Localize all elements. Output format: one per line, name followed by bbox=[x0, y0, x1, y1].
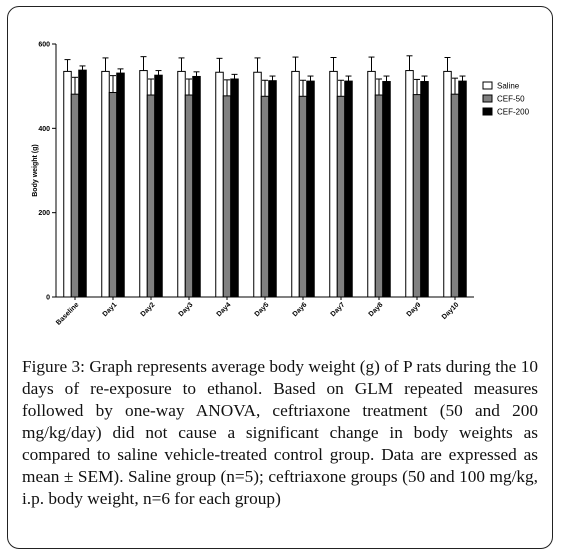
y-tick-label: 400 bbox=[38, 126, 50, 133]
bar-cef-200-day2 bbox=[154, 74, 163, 298]
y-tick-label: 600 bbox=[38, 42, 50, 49]
bar-saline-day2 bbox=[139, 70, 148, 298]
bar-cef-50-day7 bbox=[336, 95, 346, 298]
bar-saline-day7 bbox=[329, 70, 338, 298]
bar-saline-day10 bbox=[443, 70, 452, 298]
bar-cef-200-day5 bbox=[268, 80, 277, 298]
legend-swatch-saline bbox=[482, 81, 493, 90]
bar-saline-day6 bbox=[291, 70, 300, 298]
x-tick-label: Day6 bbox=[292, 301, 309, 318]
y-tick-label: 200 bbox=[38, 210, 50, 217]
bar-cef-50-day3 bbox=[184, 94, 194, 298]
x-tick-label: Day9 bbox=[406, 301, 423, 318]
bar-cef-50-day1 bbox=[108, 91, 118, 298]
legend-label-cef-50: CEF-50 bbox=[497, 95, 525, 104]
bar-saline-day3 bbox=[177, 70, 186, 298]
figure-caption: Figure 3: Graph represents average body … bbox=[22, 357, 538, 508]
x-tick-label: Day3 bbox=[178, 301, 195, 318]
bar-cef-200-day10 bbox=[458, 80, 467, 298]
bar-cef-50-day2 bbox=[146, 94, 156, 298]
y-tick-label: 0 bbox=[46, 295, 50, 302]
bar-cef-200-day4 bbox=[230, 78, 239, 298]
legend-swatch-cef-200 bbox=[482, 107, 493, 116]
x-tick-label: Day5 bbox=[254, 301, 271, 318]
bar-cef-200-day7 bbox=[344, 80, 353, 298]
legend-label-saline: Saline bbox=[497, 82, 520, 91]
bar-cef-50-day8 bbox=[374, 94, 384, 298]
bar-saline-day8 bbox=[367, 70, 376, 298]
bar-cef-50-day9 bbox=[412, 94, 422, 298]
bar-cef-200-day8 bbox=[382, 81, 391, 298]
x-tick-label: Baseline bbox=[55, 301, 80, 326]
x-tick-label: Day2 bbox=[140, 301, 157, 318]
bar-cef-200-day6 bbox=[306, 80, 315, 298]
bar-cef-200-day9 bbox=[420, 81, 429, 298]
x-tick-label: Day8 bbox=[368, 301, 385, 318]
x-tick-label: Day4 bbox=[216, 301, 233, 318]
x-tick-label: Day1 bbox=[102, 301, 119, 318]
bar-saline-day5 bbox=[253, 71, 262, 298]
bar-saline-day1 bbox=[101, 70, 110, 298]
bar-cef-200-baseline bbox=[78, 69, 87, 298]
bar-cef-200-day1 bbox=[116, 72, 125, 298]
x-tick-label: Day7 bbox=[330, 301, 347, 318]
bar-cef-50-day6 bbox=[298, 95, 308, 298]
bar-cef-200-day3 bbox=[192, 75, 201, 298]
bar-cef-50-day5 bbox=[260, 95, 270, 298]
bar-cef-50-baseline bbox=[70, 93, 80, 298]
bar-cef-50-day4 bbox=[222, 95, 232, 298]
x-tick-label: Day10 bbox=[441, 301, 461, 321]
y-axis-label: Body weight (g) bbox=[32, 144, 39, 197]
bar-saline-baseline bbox=[63, 70, 72, 298]
bar-saline-day9 bbox=[405, 70, 414, 298]
bar-chart: 0 200 400 600 Body weight (g) Baseline Day1 Day… bbox=[32, 42, 530, 327]
legend-swatch-cef-50 bbox=[482, 94, 493, 103]
bar-cef-50-day10 bbox=[450, 93, 460, 298]
legend-label-cef-200: CEF-200 bbox=[497, 108, 530, 117]
bar-saline-day4 bbox=[215, 71, 224, 298]
